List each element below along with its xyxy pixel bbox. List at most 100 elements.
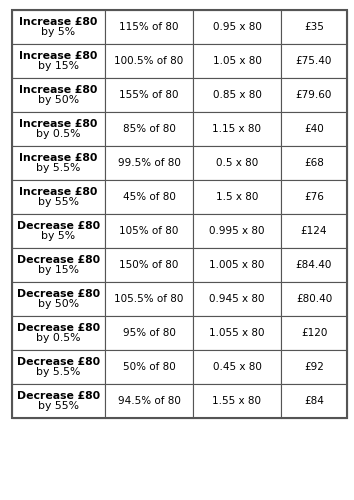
Text: £84.40: £84.40 [296, 260, 332, 270]
Bar [281, 44, 347, 78]
Bar [105, 146, 193, 180]
Bar [281, 384, 347, 418]
Text: 99.5% of 80: 99.5% of 80 [118, 158, 181, 168]
Bar [12, 384, 105, 418]
Bar [105, 44, 193, 78]
Text: 50% of 80: 50% of 80 [122, 362, 175, 372]
Text: £40: £40 [304, 124, 324, 134]
Text: by 50%: by 50% [38, 95, 79, 105]
Bar [105, 180, 193, 214]
Text: 150% of 80: 150% of 80 [119, 260, 179, 270]
Bar [12, 248, 105, 282]
Text: 1.005 x 80: 1.005 x 80 [209, 260, 265, 270]
Text: Increase £80: Increase £80 [19, 17, 98, 27]
Bar [193, 180, 281, 214]
Text: by 5%: by 5% [41, 27, 75, 37]
Text: 155% of 80: 155% of 80 [119, 90, 179, 100]
Bar [105, 78, 193, 112]
Bar [281, 282, 347, 316]
Text: 0.45 x 80: 0.45 x 80 [212, 362, 262, 372]
Bar [281, 214, 347, 248]
Text: 0.995 x 80: 0.995 x 80 [209, 226, 265, 236]
Bar [193, 10, 281, 44]
Bar [193, 282, 281, 316]
Text: by 50%: by 50% [38, 299, 79, 309]
Text: 0.95 x 80: 0.95 x 80 [212, 22, 262, 32]
Bar [105, 112, 193, 146]
Text: £75.40: £75.40 [296, 56, 332, 66]
Text: by 5%: by 5% [41, 231, 75, 241]
Text: by 0.5%: by 0.5% [36, 129, 81, 139]
Text: by 5.5%: by 5.5% [36, 367, 81, 377]
Bar [281, 78, 347, 112]
Bar [105, 316, 193, 350]
Bar [281, 112, 347, 146]
Bar [105, 10, 193, 44]
Bar [12, 112, 105, 146]
Bar [281, 316, 347, 350]
Bar [193, 384, 281, 418]
Bar [193, 146, 281, 180]
Text: Decrease £80: Decrease £80 [17, 391, 100, 401]
Text: by 15%: by 15% [38, 61, 79, 71]
Text: 45% of 80: 45% of 80 [122, 192, 176, 202]
Bar [281, 146, 347, 180]
Bar [193, 316, 281, 350]
Bar [281, 180, 347, 214]
Bar [105, 248, 193, 282]
Text: £92: £92 [304, 362, 324, 372]
Bar [193, 44, 281, 78]
Bar [193, 248, 281, 282]
Bar [12, 44, 105, 78]
Text: Decrease £80: Decrease £80 [17, 357, 100, 367]
Bar [193, 214, 281, 248]
Text: £80.40: £80.40 [296, 294, 332, 304]
Bar [12, 146, 105, 180]
Bar [12, 350, 105, 384]
Text: 94.5% of 80: 94.5% of 80 [118, 396, 181, 406]
Bar [12, 282, 105, 316]
Bar [12, 10, 347, 418]
Text: £84: £84 [304, 396, 324, 406]
Bar [12, 78, 105, 112]
Text: 1.055 x 80: 1.055 x 80 [209, 328, 265, 338]
Text: £35: £35 [304, 22, 324, 32]
Text: £79.60: £79.60 [296, 90, 332, 100]
Text: Increase £80: Increase £80 [19, 187, 98, 197]
Text: 105.5% of 80: 105.5% of 80 [114, 294, 184, 304]
Text: 1.5 x 80: 1.5 x 80 [216, 192, 258, 202]
Bar [193, 350, 281, 384]
Text: Decrease £80: Decrease £80 [17, 255, 100, 265]
Text: Increase £80: Increase £80 [19, 85, 98, 95]
Bar [105, 384, 193, 418]
Text: 1.05 x 80: 1.05 x 80 [212, 56, 262, 66]
Bar [105, 350, 193, 384]
Text: Decrease £80: Decrease £80 [17, 221, 100, 231]
Text: £76: £76 [304, 192, 324, 202]
Bar [12, 214, 105, 248]
Text: Decrease £80: Decrease £80 [17, 323, 100, 333]
Bar [281, 248, 347, 282]
Text: 105% of 80: 105% of 80 [119, 226, 179, 236]
Bar [105, 214, 193, 248]
Bar [281, 350, 347, 384]
Text: Decrease £80: Decrease £80 [17, 289, 100, 299]
Text: 1.55 x 80: 1.55 x 80 [212, 396, 262, 406]
Text: by 5.5%: by 5.5% [36, 163, 81, 173]
Text: 85% of 80: 85% of 80 [122, 124, 176, 134]
Bar [12, 180, 105, 214]
Text: by 0.5%: by 0.5% [36, 333, 81, 343]
Text: 115% of 80: 115% of 80 [119, 22, 179, 32]
Bar [12, 316, 105, 350]
Text: £68: £68 [304, 158, 324, 168]
Text: by 55%: by 55% [38, 401, 79, 411]
Bar [12, 10, 105, 44]
Text: 100.5% of 80: 100.5% of 80 [114, 56, 184, 66]
Bar [281, 10, 347, 44]
Text: 0.945 x 80: 0.945 x 80 [209, 294, 265, 304]
Text: £124: £124 [301, 226, 327, 236]
Text: by 15%: by 15% [38, 265, 79, 275]
Bar [193, 112, 281, 146]
Text: 0.5 x 80: 0.5 x 80 [216, 158, 258, 168]
Text: Increase £80: Increase £80 [19, 51, 98, 61]
